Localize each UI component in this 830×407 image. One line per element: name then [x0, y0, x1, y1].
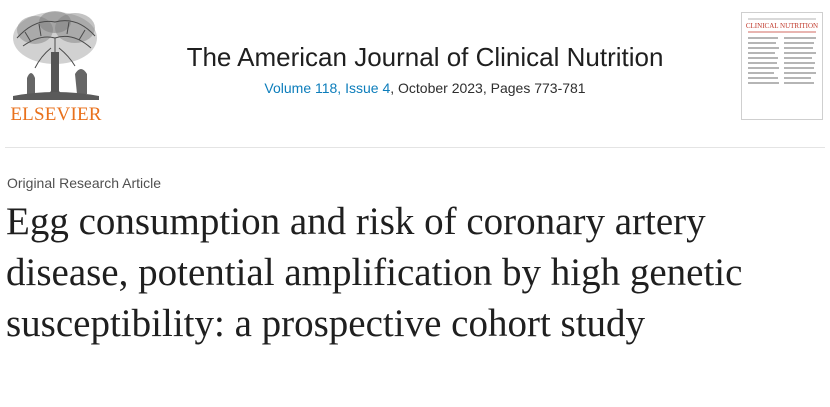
- journal-info: The American Journal of Clinical Nutriti…: [130, 40, 720, 96]
- journal-title-link[interactable]: The American Journal of Clinical Nutriti…: [186, 42, 664, 72]
- header-divider: [5, 147, 825, 148]
- elsevier-wordmark: ELSEVIER: [10, 104, 102, 125]
- article-type-label: Original Research Article: [7, 175, 162, 191]
- elsevier-logo[interactable]: ELSEVIER: [5, 8, 107, 126]
- volume-info: Volume 118, Issue 4, October 2023, Pages…: [130, 80, 720, 96]
- cover-banner-text: CLINICAL NUTRITION: [746, 22, 818, 30]
- journal-header: ELSEVIER The American Journal of Clinica…: [0, 0, 830, 148]
- journal-cover-thumbnail[interactable]: CLINICAL NUTRITION: [741, 12, 823, 120]
- elsevier-tree-icon: [13, 11, 99, 100]
- article-title: Egg consumption and risk of coronary art…: [6, 200, 743, 345]
- cover-image-icon: CLINICAL NUTRITION: [742, 13, 822, 119]
- date-pages: , October 2023, Pages 773-781: [390, 80, 586, 96]
- volume-issue-link[interactable]: Volume 118, Issue 4: [264, 80, 391, 96]
